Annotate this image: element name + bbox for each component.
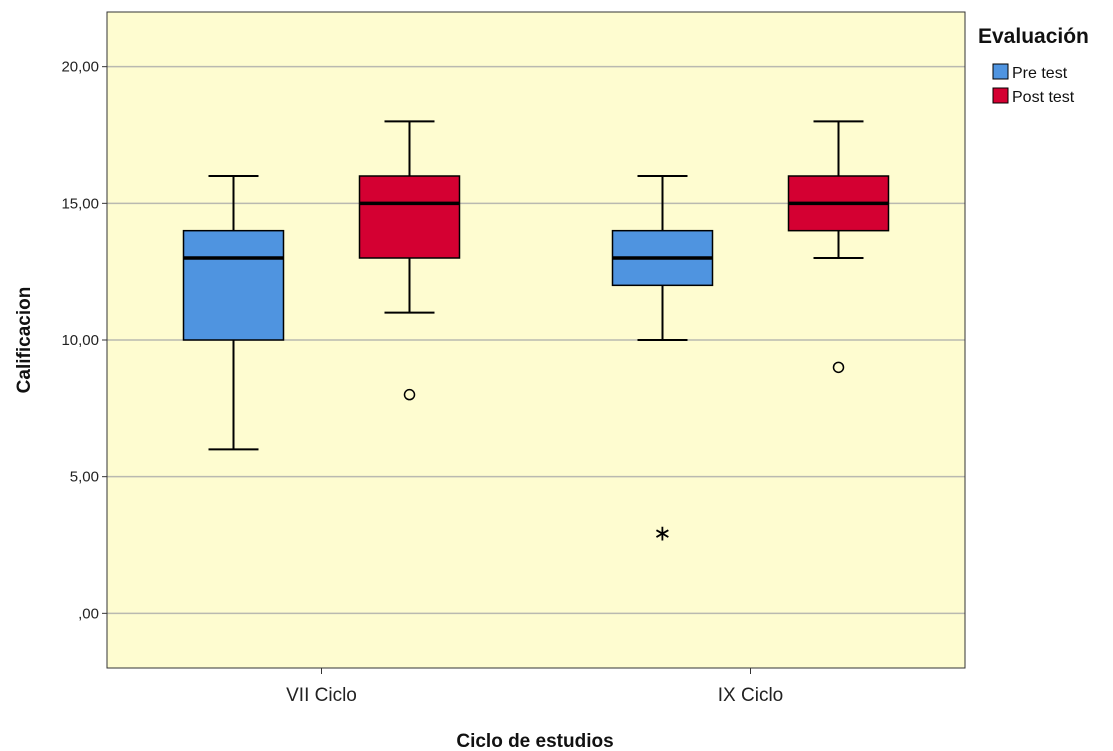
legend: Evaluación Pre test Post test [978,25,1089,106]
extreme-point: ∗ [653,521,671,546]
box-group [358,120,461,401]
x-axis-title: Ciclo de estudios [456,731,613,751]
box-group [787,120,890,374]
box-group: ∗ [611,175,714,546]
plot-frame [106,11,966,669]
y-axis-ticks: ,00 5,00 10,00 15,00 20,00 [61,59,107,622]
y-tick-label: 5,00 [70,469,99,486]
legend-label-post-test: Post test [1012,89,1075,106]
box [358,175,461,259]
x-tick-label: VII Ciclo [286,685,357,706]
x-axis-ticks: VII Ciclo IX Ciclo [286,668,783,706]
y-tick-label: 15,00 [61,195,99,212]
legend-swatch-post-test [992,87,1009,104]
y-tick-label: 10,00 [61,332,99,349]
legend-label-pre-test: Pre test [1012,65,1068,82]
y-tick-label: ,00 [78,605,99,622]
legend-title: Evaluación [978,25,1089,48]
box [182,229,285,341]
y-axis-title: Calificacion [14,287,35,394]
outlier-point [403,388,416,401]
y-tick-label: 20,00 [61,59,99,76]
box-layer: ∗ [182,120,890,546]
outlier-point [832,361,845,374]
legend-swatch-pre-test [992,63,1009,80]
x-tick-label: IX Ciclo [718,685,783,706]
box-group [182,175,285,451]
